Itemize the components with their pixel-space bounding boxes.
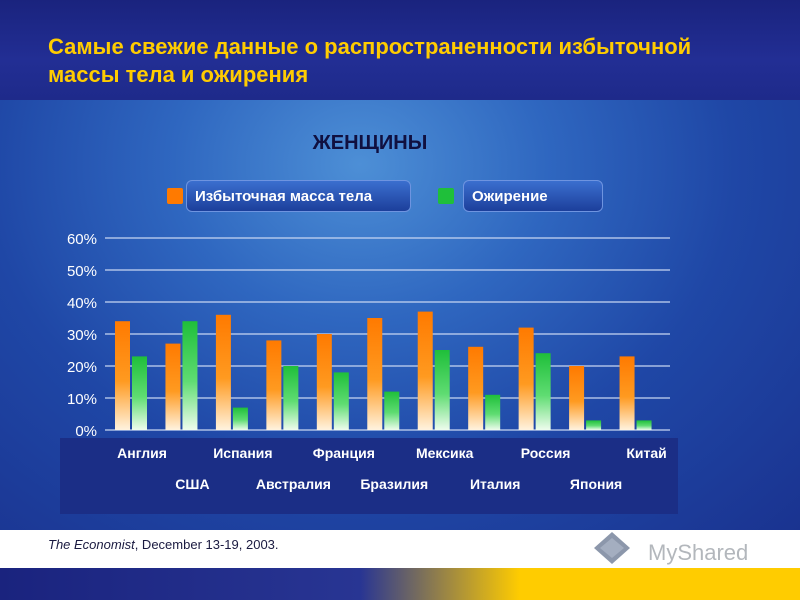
bar-overweight <box>367 318 383 430</box>
source-date: , December 13-19, 2003. <box>134 537 279 552</box>
x-tick-label: Япония <box>569 476 623 492</box>
watermark-text: MyShared <box>648 540 749 565</box>
logo <box>582 530 782 570</box>
bar-overweight <box>215 314 231 430</box>
bar-obesity <box>182 321 198 430</box>
x-tick-label: Франция <box>312 445 375 461</box>
bar-overweight <box>468 346 484 430</box>
bar-overweight <box>165 343 181 430</box>
y-tick-label: 10% <box>67 391 97 408</box>
legend-label-obesity: Ожирение <box>472 188 548 205</box>
x-axis-labels-panel: Англия США Испания Австралия Франция Бразилия… <box>60 438 678 514</box>
legend-label-overweight: Избыточная масса тела <box>195 188 373 205</box>
bar-obesity <box>434 350 450 430</box>
y-tick-label: 0% <box>75 423 97 440</box>
bar-obesity <box>586 420 602 430</box>
y-tick-label: 30% <box>67 327 97 344</box>
bar-overweight <box>316 334 332 430</box>
slide-title: Самые свежие данные о распространенности… <box>48 34 692 87</box>
legend-swatch-overweight <box>167 188 183 204</box>
bar-overweight <box>619 356 635 430</box>
y-tick-label: 40% <box>67 295 97 312</box>
x-tick-label: Бразилия <box>360 476 429 492</box>
bar-obesity <box>535 353 551 430</box>
header-band <box>0 0 800 100</box>
x-tick-label: Россия <box>520 445 571 461</box>
y-tick-label: 20% <box>67 359 97 376</box>
legend-item-overweight: Избыточная масса тела <box>186 180 411 212</box>
x-tick-label: Италия <box>469 476 521 492</box>
source-citation: The Economist, December 13-19, 2003. <box>48 537 279 552</box>
legend-swatch-obesity <box>438 188 454 204</box>
bar-overweight <box>115 321 130 430</box>
bar-obesity <box>132 356 147 430</box>
x-tick-label: США <box>175 476 210 492</box>
bar-overweight <box>417 311 433 430</box>
x-tick-label: Испания <box>213 445 273 461</box>
bar-overweight <box>569 366 585 430</box>
y-tick-label: 50% <box>67 263 97 280</box>
bar-overweight <box>266 340 282 430</box>
legend-item-obesity: Ожирение <box>463 180 603 212</box>
x-tick-label: Мексика <box>415 445 474 461</box>
bar-overweight <box>518 327 534 430</box>
x-tick-label: Англия <box>117 445 167 461</box>
chart-title: ЖЕНЩИНЫ <box>312 132 428 154</box>
bar-obesity <box>485 394 501 430</box>
y-tick-label: 60% <box>67 231 97 248</box>
footer-band <box>0 568 800 600</box>
bar-obesity <box>636 420 652 430</box>
x-tick-label: Китай <box>626 445 667 461</box>
bar-obesity <box>333 372 349 430</box>
bar-obesity <box>384 391 400 430</box>
x-tick-label: Австралия <box>255 476 331 492</box>
bar-obesity <box>232 407 248 430</box>
bar-obesity <box>283 366 299 430</box>
source-publication: The Economist <box>48 537 135 552</box>
diamond-logo-icon <box>594 532 630 564</box>
